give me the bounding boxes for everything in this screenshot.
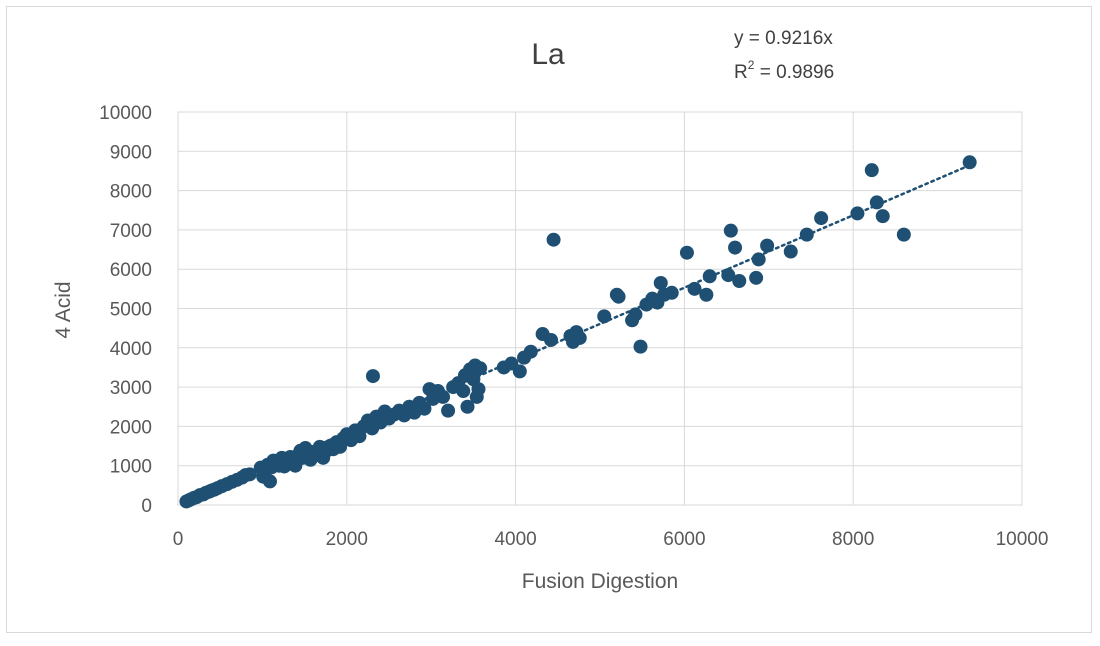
- r-squared-value: = 0.9896: [754, 62, 834, 83]
- data-point: [544, 332, 559, 347]
- x-tick-labels: 0 2000 4000 6000 8000 10000: [173, 529, 1049, 550]
- x-tick-label: 2000: [326, 529, 368, 550]
- data-point: [460, 399, 475, 414]
- x-tick-label: 4000: [494, 529, 536, 550]
- data-point: [653, 275, 668, 290]
- y-axis-title: 4 Acid: [52, 281, 75, 338]
- r-squared-superscript: 2: [748, 58, 755, 72]
- data-point: [783, 244, 798, 259]
- y-tick-label: 3000: [110, 378, 152, 399]
- data-point: [441, 403, 456, 418]
- data-point: [471, 382, 486, 397]
- r-squared-label: R2 = 0.9896: [734, 58, 834, 83]
- data-point: [417, 401, 432, 416]
- data-point: [749, 270, 764, 285]
- data-point: [751, 252, 766, 267]
- y-tick-label: 7000: [110, 221, 152, 242]
- x-tick-label: 8000: [832, 529, 874, 550]
- data-point: [546, 232, 561, 247]
- data-point: [732, 273, 747, 288]
- x-tick-label: 10000: [996, 529, 1049, 550]
- data-point: [687, 281, 702, 296]
- data-point: [628, 307, 643, 322]
- data-point: [664, 285, 679, 300]
- data-point: [473, 361, 488, 376]
- r-squared-prefix: R: [734, 62, 748, 83]
- data-point: [242, 467, 257, 482]
- data-point: [436, 389, 451, 404]
- y-tick-label: 9000: [110, 142, 152, 163]
- x-tick-label: 6000: [663, 529, 705, 550]
- data-point: [702, 269, 717, 284]
- data-point: [611, 289, 626, 304]
- y-tick-label: 1000: [110, 457, 152, 478]
- x-axis-title: Fusion Digestion: [522, 570, 678, 593]
- y-tick-label: 8000: [110, 182, 152, 203]
- data-point: [512, 364, 527, 379]
- y-tick-label: 2000: [110, 417, 152, 438]
- data-point: [864, 163, 879, 178]
- y-tick-label: 6000: [110, 260, 152, 281]
- data-point: [962, 155, 977, 170]
- data-point: [456, 384, 471, 399]
- chart-frame: [6, 6, 1092, 633]
- y-tick-label: 4000: [110, 339, 152, 360]
- data-points: [179, 155, 977, 509]
- x-tick-label: 0: [173, 529, 184, 550]
- data-point: [721, 268, 736, 283]
- data-point: [597, 309, 612, 324]
- y-tick-labels: 0 1000 2000 3000 4000 5000 6000 7000 8000 9000 100…: [99, 103, 152, 517]
- data-point: [869, 195, 884, 210]
- data-point: [799, 227, 814, 242]
- data-point: [262, 474, 277, 489]
- data-point: [760, 238, 775, 253]
- data-point: [814, 211, 829, 226]
- y-tick-label: 0: [141, 496, 152, 517]
- data-point: [723, 223, 738, 238]
- data-point: [572, 330, 587, 345]
- data-point: [875, 209, 890, 224]
- trendline-equation: y = 0.9216x: [734, 28, 833, 49]
- data-point: [633, 339, 648, 354]
- chart-title: La: [531, 38, 565, 71]
- y-tick-label: 10000: [99, 103, 152, 124]
- data-point: [850, 206, 865, 221]
- data-point: [365, 369, 380, 384]
- data-point: [699, 287, 714, 302]
- plot-area-border: [177, 111, 1023, 506]
- data-point: [679, 245, 694, 260]
- y-tick-label: 5000: [110, 300, 152, 321]
- data-point: [523, 344, 538, 359]
- data-point: [728, 240, 743, 255]
- data-point: [896, 227, 911, 242]
